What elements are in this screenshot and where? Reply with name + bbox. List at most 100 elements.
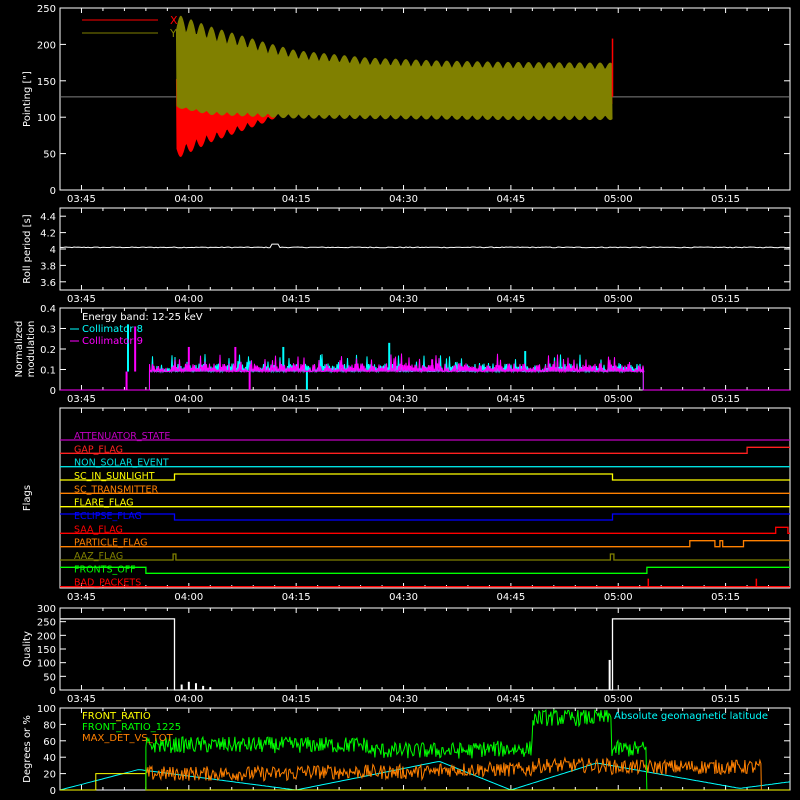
time-tick-label: 04:30 (389, 394, 418, 405)
y-tick-label: 60 (43, 737, 56, 748)
series-collimator-9-line (60, 353, 790, 391)
geomag-latitude-line (59, 761, 791, 791)
y-tick-label: 250 (37, 618, 56, 629)
flag-line-sc-in-sunlight (60, 473, 790, 481)
time-tick-label: 04:15 (282, 694, 311, 705)
y-tick-label: 100 (37, 113, 56, 124)
legend-label-front-ratio: FRONT_RATIO (82, 711, 151, 722)
time-tick-label: 04:00 (174, 194, 203, 205)
y-tick-label: 40 (43, 753, 56, 764)
panel-frame (59, 607, 791, 691)
legend-label-x: X (170, 14, 178, 27)
y-tick-label: 0 (50, 386, 56, 397)
time-tick-label: 04:15 (282, 394, 311, 405)
time-tick-label: 04:15 (282, 194, 311, 205)
time-tick-label: 04:00 (174, 592, 203, 603)
flag-line-fronts-off (60, 566, 790, 574)
energy-band-annotation: Energy band: 12-25 keV (82, 312, 203, 323)
time-tick-label: 05:15 (711, 694, 740, 705)
time-tick-label: 05:15 (711, 194, 740, 205)
time-tick-label: 04:30 (389, 194, 418, 205)
front-ratio-line (60, 773, 790, 791)
flag-label-fronts-off: FRONTS_OFF (74, 564, 136, 575)
panel-4: 03:45 04:00 04:15 04:30 04:45 05:00 05:15 Flags… (22, 407, 791, 603)
y-tick-label: 4.2 (40, 229, 56, 240)
flag-label-eclipse-flag: ECLIPSE_FLAG (74, 511, 142, 522)
time-tick-label: 04:15 (282, 592, 311, 603)
time-tick-label: 03:45 (67, 592, 96, 603)
y-tick-label: 0.2 (40, 345, 56, 356)
time-tick-label: 04:15 (282, 294, 311, 305)
flag-label-particle-flag: PARTICLE_FLAG (74, 538, 147, 549)
flag-label-attenuator-state: ATTENUATOR_STATE (74, 431, 170, 442)
y-tick-label: 100 (37, 704, 56, 715)
flag-line-aaz-flag (60, 553, 790, 561)
time-tick-label: 04:30 (389, 592, 418, 603)
time-tick-label: 05:15 (711, 394, 740, 405)
y-tick-label: 4 (50, 245, 56, 256)
panel-2: 03:45 04:00 04:15 04:30 04:45 05:00 05:15 3.6 3.… (22, 207, 791, 305)
flag-label-sc-in-sunlight: SC_IN_SUNLIGHT (74, 471, 155, 482)
y-axis-label: Roll period [s] (22, 214, 33, 283)
time-tick-label: 03:45 (67, 394, 96, 405)
y-tick-label: 3.6 (40, 278, 56, 289)
flag-line-gap-flag (60, 446, 790, 454)
panel-5: 03:45 04:00 04:15 04:30 04:45 05:00 05:15 0 50 10… (22, 604, 791, 705)
time-tick-label: 04:30 (389, 694, 418, 705)
time-tick-label: 04:45 (496, 592, 525, 603)
panel-3: 03:45 04:00 04:15 04:30 04:45 05:00 05:15 0 0.1 0… (14, 304, 791, 405)
flag-label-saa-flag: SAA_FLAG (74, 524, 123, 535)
time-tick-label: 04:00 (174, 394, 203, 405)
panel-6: 0 20 40 60 80 100 Degrees or % FRONT_RATIOFRONT… (22, 704, 791, 797)
y-tick-label: 300 (37, 604, 56, 615)
panel-frame (59, 207, 791, 291)
y-axis-label: Normalized (14, 321, 25, 378)
y-tick-label: 20 (43, 770, 56, 781)
legend-label-collimator-8: Collimator 8 (82, 324, 143, 335)
y-tick-label: 200 (37, 631, 56, 642)
y-tick-label: 150 (37, 77, 56, 88)
front-ratio-1225-line (145, 708, 648, 791)
flag-line-saa-flag (60, 526, 790, 534)
time-tick-label: 05:00 (604, 194, 633, 205)
time-tick-label: 05:15 (711, 592, 740, 603)
y-tick-label: 80 (43, 720, 56, 731)
time-tick-label: 05:00 (604, 694, 633, 705)
time-tick-label: 05:00 (604, 294, 633, 305)
y-axis-label: Flags (22, 485, 33, 511)
y-tick-label: 150 (37, 645, 56, 656)
y-tick-label: 0 (50, 686, 56, 697)
y-axis-label: Quality (22, 631, 33, 667)
time-tick-label: 04:45 (496, 294, 525, 305)
time-tick-label: 03:45 (67, 294, 96, 305)
y-tick-label: 100 (37, 659, 56, 670)
time-tick-label: 03:45 (67, 694, 96, 705)
y-tick-label: 200 (37, 40, 56, 51)
y-axis-label: modulation (26, 321, 37, 378)
flag-label-sc-transmitter: SC_TRANSMITTER (74, 484, 159, 495)
y-tick-label: 50 (43, 150, 56, 161)
series-y-envelope (175, 15, 613, 121)
flag-label-gap-flag: GAP_FLAG (74, 444, 123, 455)
legend-label-collimator-9: Collimator 9 (82, 336, 143, 347)
roll-period-line (59, 243, 791, 249)
y-tick-label: 4.4 (40, 212, 56, 223)
time-tick-label: 05:00 (604, 592, 633, 603)
y-axis-label: Degrees or % (22, 715, 33, 783)
y-tick-label: 0.4 (40, 304, 56, 315)
flag-label-bad-packets: BAD_PACKETS (74, 578, 141, 589)
legend-label-max-det-vs-tot: MAX_DET_VS_TOT (82, 733, 174, 744)
y-tick-label: 0 (50, 186, 56, 197)
legend-label-front-ratio-1225: FRONT_RATIO_1225 (82, 722, 181, 733)
y-tick-label: 3.8 (40, 261, 56, 272)
time-tick-label: 03:45 (67, 194, 96, 205)
legend-label-y: Y (169, 27, 177, 40)
time-tick-label: 04:30 (389, 294, 418, 305)
time-tick-label: 04:00 (174, 294, 203, 305)
time-tick-label: 04:45 (496, 694, 525, 705)
y-axis-label: Pointing ["] (22, 71, 33, 127)
quality-line (60, 618, 790, 691)
time-tick-label: 04:45 (496, 194, 525, 205)
flag-line-particle-flag (60, 540, 790, 548)
panel-1: 03:45 04:00 04:15 04:30 04:45 05:00 05:15 0 50 10… (22, 4, 791, 205)
